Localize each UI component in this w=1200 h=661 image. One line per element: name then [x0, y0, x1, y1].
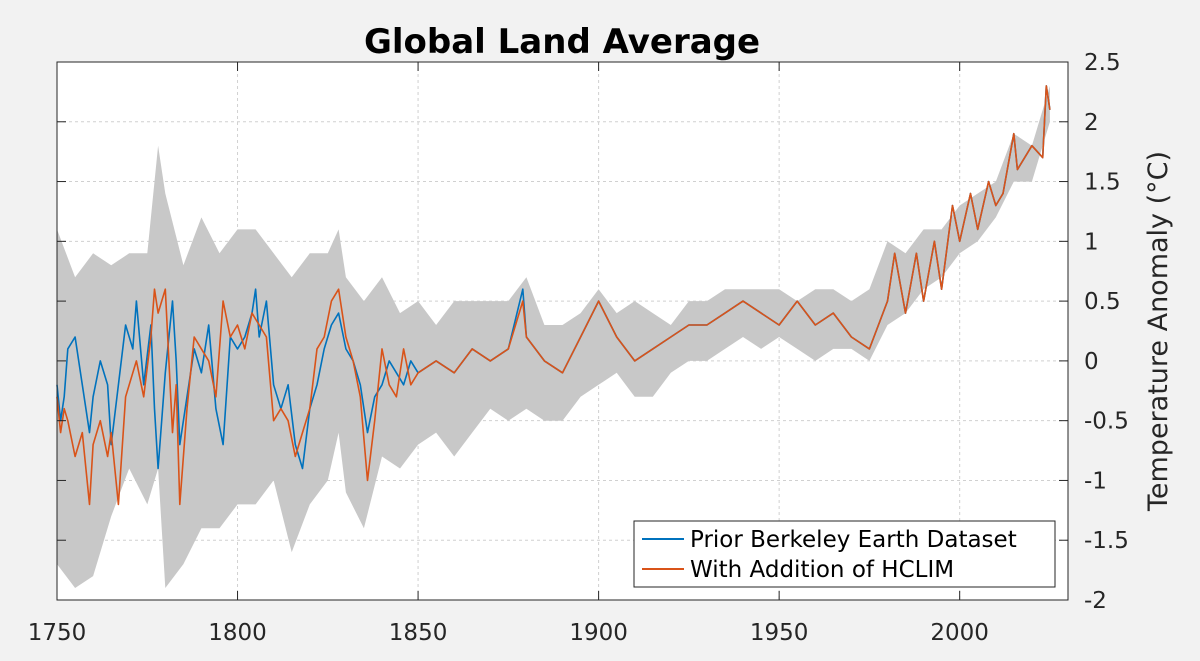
- y-tick-label: -0.5: [1084, 409, 1129, 435]
- y-tick-label: 0.5: [1084, 289, 1121, 315]
- x-tick-label: 2000: [930, 620, 989, 646]
- chart-title: Global Land Average: [364, 22, 760, 62]
- y-tick-label: 2: [1084, 110, 1099, 136]
- x-tick-label: 1800: [208, 620, 267, 646]
- y-tick-label: -1.5: [1084, 528, 1129, 554]
- y-tick-label: -1: [1084, 468, 1107, 494]
- axis-ticks: 1750 1800 1850 1900 1950 2000 2.5 2 1.5 1 0.5 0 -0.5…: [28, 50, 1129, 646]
- uncertainty-band: [57, 85, 1050, 589]
- y-tick-label: 0: [1084, 349, 1099, 375]
- plot-frame: [56, 61, 1069, 601]
- y-tick-label: 1.5: [1084, 170, 1121, 196]
- legend-label-hclim: With Addition of HCLIM: [690, 557, 954, 583]
- x-tick-label: 1750: [28, 620, 87, 646]
- x-tick-label: 1950: [750, 620, 809, 646]
- y-axis-label: Temperature Anomaly (°C): [1143, 151, 1174, 512]
- legend-box: [633, 520, 1056, 588]
- y-tick-label: 2.5: [1084, 50, 1121, 76]
- x-tick-label: 1850: [389, 620, 448, 646]
- y-tick-label: 1: [1084, 229, 1099, 255]
- legend: Prior Berkeley Earth Dataset With Additi…: [633, 520, 1056, 588]
- y-tick-label: -2: [1084, 588, 1107, 614]
- x-tick-label: 1900: [569, 620, 628, 646]
- uncertainty-band-layer: [57, 85, 1050, 589]
- series-line-hclim: [56, 85, 1051, 506]
- series-layer: [56, 85, 1051, 506]
- legend-label-prior: Prior Berkeley Earth Dataset: [690, 527, 1017, 553]
